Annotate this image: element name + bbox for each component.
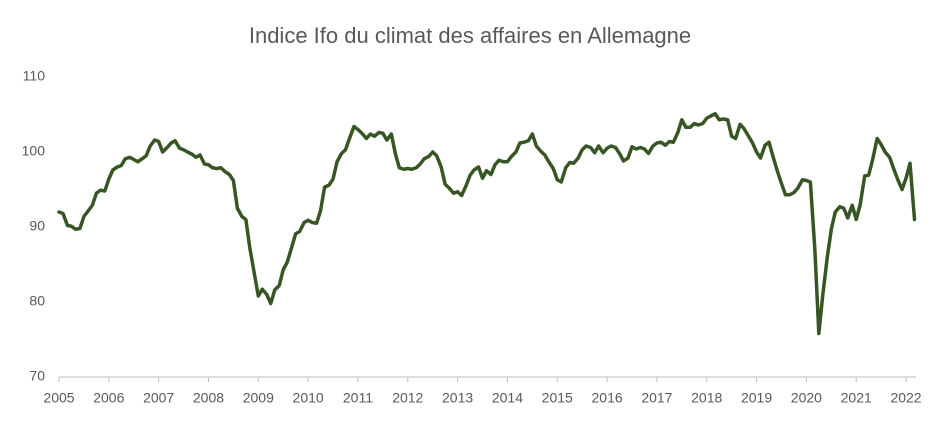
chart-title: Indice Ifo du climat des affaires en All… <box>249 23 691 48</box>
x-tick-label: 2022 <box>890 390 921 406</box>
x-tick-label: 2007 <box>143 390 174 406</box>
line-series <box>57 112 917 336</box>
y-tick-label: 100 <box>22 143 46 159</box>
x-tick-label: 2014 <box>492 390 523 406</box>
x-tick-label: 2013 <box>442 390 473 406</box>
x-tick-label: 2020 <box>791 390 822 406</box>
x-tick-label: 2021 <box>841 390 872 406</box>
y-tick-label: 90 <box>29 218 45 234</box>
y-tick-label: 70 <box>29 368 45 384</box>
x-tick-label: 2012 <box>392 390 423 406</box>
x-tick-label: 2006 <box>93 390 124 406</box>
y-tick-label: 80 <box>29 293 45 309</box>
x-tick-label: 2008 <box>193 390 224 406</box>
x-tick-label: 2005 <box>43 390 74 406</box>
x-tick-label: 2018 <box>691 390 722 406</box>
x-tick-label: 2010 <box>293 390 324 406</box>
x-tick-label: 2015 <box>542 390 573 406</box>
x-tick-label: 2017 <box>641 390 672 406</box>
x-tick-label: 2011 <box>343 390 373 406</box>
y-tick-label: 110 <box>23 68 46 84</box>
x-tick-label: 2019 <box>741 390 772 406</box>
x-tick-label: 2016 <box>592 390 623 406</box>
x-tick-label: 2009 <box>243 390 274 406</box>
